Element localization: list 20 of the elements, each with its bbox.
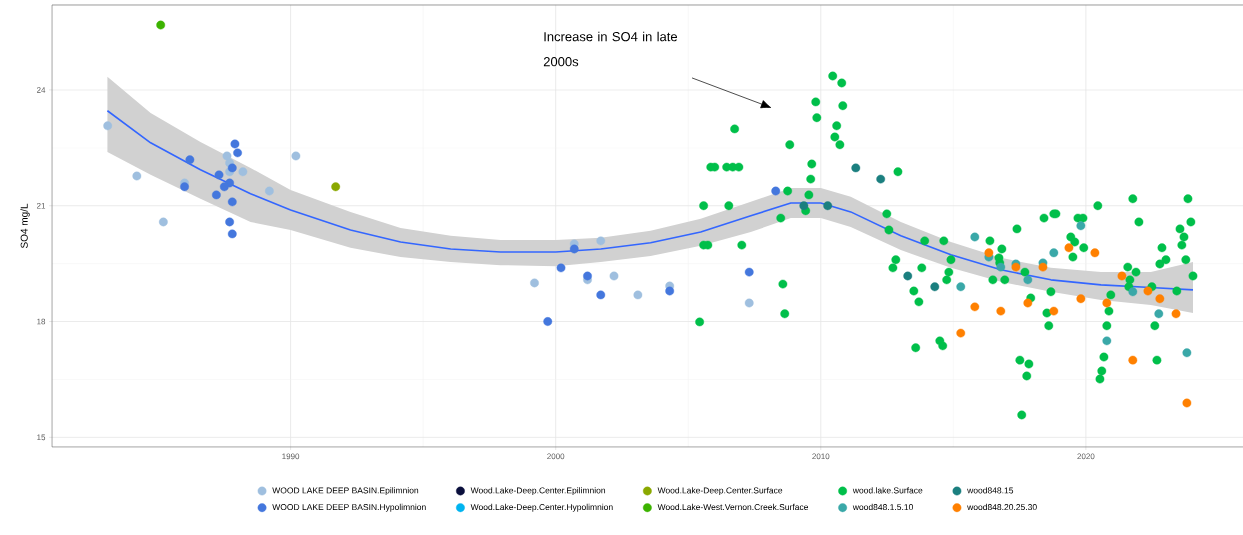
y-tick-label: 15 <box>37 434 46 441</box>
legend-label: Wood.Lake-Deep.Center.Epilimnion <box>470 487 606 496</box>
legend-label: Wood.Lake-Deep.Center.Surface <box>657 487 783 496</box>
x-tick-label: 2020 <box>1077 453 1095 460</box>
legend-label: Wood.Lake-Deep.Center.Hypolimnion <box>470 503 613 512</box>
y-tick-label: 24 <box>36 87 46 93</box>
legend-label: wood.lake.Surface <box>852 487 923 494</box>
x-tick-label: 2000 <box>547 453 565 460</box>
y-axis-title: SO4 mg/L <box>20 203 30 249</box>
y-tick-label: 21 <box>36 202 46 209</box>
legend-label: WOOD LAKE DEEP BASIN.Hypolimnion <box>272 503 426 512</box>
x-tick-label: 2010 <box>812 453 830 460</box>
x-tick-label: 1990 <box>282 453 300 460</box>
text: Increase in SO4 in late 2000s <box>543 31 678 67</box>
legend-label: wood848.20.25.30 <box>967 503 1037 511</box>
legend-label: Wood.Lake-West.Vernon.Creek.Surface <box>657 503 809 511</box>
legend-label: wood848.1.5.10 <box>852 503 913 511</box>
legend-label: wood848.15 <box>967 487 1014 494</box>
y-tick-label: 18 <box>37 318 46 325</box>
legend-label: WOOD LAKE DEEP BASIN.Epilimnion <box>272 487 419 496</box>
